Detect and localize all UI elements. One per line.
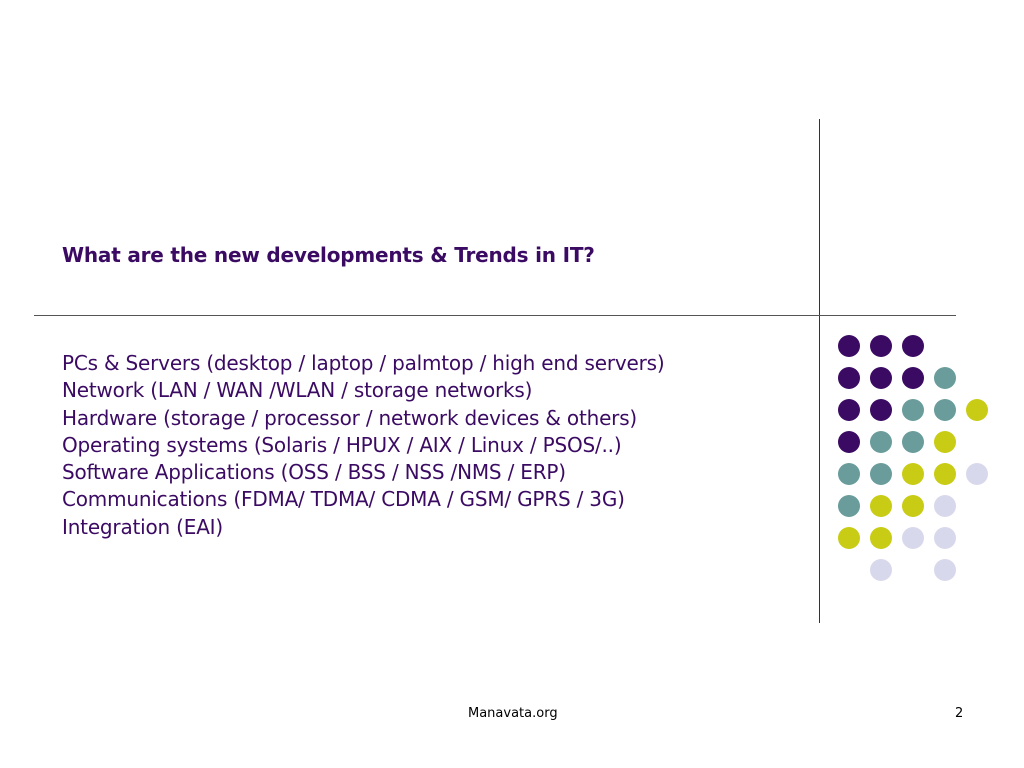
dot-empty xyxy=(966,559,988,581)
dot-purple xyxy=(838,367,860,389)
dot-empty xyxy=(966,495,988,517)
dot-purple xyxy=(870,367,892,389)
decorative-dot-grid xyxy=(838,335,988,581)
dot-yellow xyxy=(966,399,988,421)
dot-empty xyxy=(966,431,988,453)
horizontal-divider xyxy=(34,315,956,316)
dot-teal xyxy=(934,399,956,421)
dot-purple xyxy=(838,335,860,357)
page-number: 2 xyxy=(955,706,964,721)
dot-yellow xyxy=(934,463,956,485)
dot-yellow xyxy=(934,431,956,453)
bullet-item: PCs & Servers (desktop / laptop / palmto… xyxy=(62,351,665,375)
dot-purple xyxy=(838,431,860,453)
dot-yellow xyxy=(870,495,892,517)
dot-teal xyxy=(934,367,956,389)
dot-yellow xyxy=(838,527,860,549)
dot-empty xyxy=(966,527,988,549)
dot-teal xyxy=(838,463,860,485)
bullet-item: Network (LAN / WAN /WLAN / storage netwo… xyxy=(62,378,533,403)
bullet-item: Integration (EAI) xyxy=(62,514,223,539)
slide-title: What are the new developments & Trends i… xyxy=(62,243,595,267)
dot-lavender xyxy=(934,527,956,549)
dot-lavender xyxy=(966,463,988,485)
dot-purple xyxy=(902,367,924,389)
dot-empty xyxy=(934,335,956,357)
dot-teal xyxy=(902,399,924,421)
bullet-list: PCs & Servers (desktop / laptop / palmto… xyxy=(62,350,665,541)
dot-teal xyxy=(902,431,924,453)
dot-teal xyxy=(870,431,892,453)
dot-empty xyxy=(966,367,988,389)
dot-lavender xyxy=(902,527,924,549)
dot-teal xyxy=(838,495,860,517)
dot-empty xyxy=(966,335,988,357)
dot-yellow xyxy=(870,527,892,549)
dot-lavender xyxy=(870,559,892,581)
dot-purple xyxy=(870,335,892,357)
dot-empty xyxy=(838,559,860,581)
vertical-divider xyxy=(819,119,820,623)
dot-lavender xyxy=(934,495,956,517)
dot-purple xyxy=(838,399,860,421)
dot-yellow xyxy=(902,495,924,517)
bullet-item: Communications (FDMA/ TDMA/ CDMA / GSM/ … xyxy=(62,487,625,512)
dot-purple xyxy=(902,335,924,357)
bullet-item: Operating systems (Solaris / HPUX / AIX … xyxy=(62,432,622,457)
dot-teal xyxy=(870,463,892,485)
bullet-item: Hardware (storage / processor / network … xyxy=(62,405,638,430)
dot-purple xyxy=(870,399,892,421)
footer-site-name: Manavata.org xyxy=(468,706,558,721)
dot-lavender xyxy=(934,559,956,581)
dot-yellow xyxy=(902,463,924,485)
bullet-item: Software Applications (OSS / BSS / NSS /… xyxy=(62,460,566,485)
dot-empty xyxy=(902,559,924,581)
